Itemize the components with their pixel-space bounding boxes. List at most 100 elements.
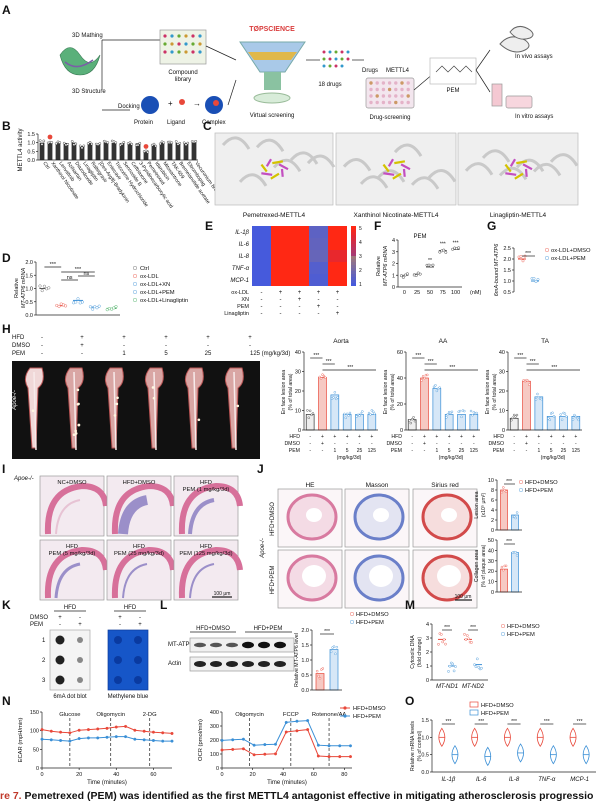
y-tick-label: 0 [491,590,494,596]
violin-shape [504,727,511,748]
x-tick-label: TNF-α [538,777,556,783]
data-point [503,489,506,492]
compound-dot-icon [177,42,181,46]
condition-mark: - [309,448,311,454]
heatmap-cell [271,274,290,286]
lesion-spot-icon [76,388,80,392]
condition-mark: + [336,290,340,296]
series-point [295,719,299,723]
row-label: IL-8 [239,254,250,260]
y-axis-label: METTL4 activity [18,128,24,171]
x-tick-label: 25 [414,290,420,296]
data-point [437,642,440,646]
series-point [161,739,165,743]
condition-label: HFD [289,434,300,440]
blue-dot-icon [134,656,142,664]
data-point [416,271,420,275]
panel-letter: K [2,598,11,612]
y-tick-label: 0 [392,285,395,291]
y-tick-label: 0.5 [503,290,511,296]
panel-N: 150 100 50 0 ECAR (mpH/min) 0 20 40 60 Time (minu… [18,706,386,786]
series-point [161,731,165,735]
series-point [241,737,245,741]
colorbar-label: 2 [359,268,362,274]
data-point [369,413,372,416]
legend-marker [545,256,550,261]
y-tick-label: 60 [397,350,403,356]
column-label: HE [305,482,315,489]
plate-well-icon [369,81,373,85]
plate-well-icon [400,94,404,98]
y-axis-label: (fold change) [417,637,423,668]
data-point [426,373,429,377]
ligand-bond-icon [272,160,284,165]
condition-mark: + [472,434,475,440]
series-point [263,752,267,756]
colorbar-segment [351,280,356,283]
data-point [194,140,198,143]
y-tick-label: 100 [210,752,219,758]
x-tick-label: 20 [250,772,256,778]
condition-mark: 125 [572,448,581,454]
protein-ribbon-icon [306,154,336,168]
protein-structure-icon [59,47,101,76]
condition-label: PEM [289,448,300,454]
series-point [151,738,155,742]
panel-letter: I [2,462,5,476]
y-tick-label: 0.5 [421,753,429,759]
series-point [151,730,155,734]
data-point [454,665,457,668]
condition-mark: + [122,335,126,341]
condition-mark: + [423,441,426,447]
data-point [114,305,118,309]
data-point [170,141,174,145]
heatmap-cell [328,250,347,262]
series-point [348,755,352,759]
plate-well-icon [369,87,373,92]
annotation-label: Oligomycin [96,712,125,718]
protein-ribbon-icon [376,169,406,183]
data-point [446,412,449,416]
data-point [532,277,536,280]
sig-label: *** [530,359,536,365]
compound-dot-icon [170,50,174,54]
protein-ribbon-icon [427,169,457,183]
row-label: IL-6 [239,242,250,248]
figure-caption: re 7. Pemetrexed (PEM) was identified as… [0,790,603,806]
data-point [577,418,580,422]
legend-label: ox-LDL+Linagliptin [140,298,188,304]
y-tick-label: 0 [36,766,39,772]
data-point [467,637,471,641]
vessel-wall-icon [44,546,109,599]
legend-label: ox-LDL [140,274,159,280]
data-point [537,395,541,399]
condition-mark: - [59,622,61,628]
data-point [158,142,162,146]
series-point [133,737,137,741]
violin-shape [549,744,557,765]
data-point [434,384,437,387]
legend-label: HFD+PEM [356,620,384,626]
condition-label: ox-LDL [231,290,249,296]
docking-label: Linagliptin-METTL4 [490,212,547,219]
condition-mark: + [358,434,361,440]
blue-dot-icon [134,676,142,684]
condition-mark: - [424,448,426,454]
x-tick-label: 0 [403,290,406,296]
ligand-bond-icon [383,172,395,176]
data-point [70,140,74,143]
sig-label: *** [415,353,421,359]
data-point [152,142,156,146]
y-tick-label: 1.5 [27,132,35,138]
heatmap-cell [328,262,347,274]
colorbar-label: 5 [359,226,362,232]
condition-mark: - [461,441,463,447]
sig-label: *** [428,359,434,365]
condition-mark: - [337,297,339,303]
data-point [50,141,54,144]
sig-label: *** [478,719,484,725]
condition-mark: + [317,290,321,296]
bar [342,414,352,431]
